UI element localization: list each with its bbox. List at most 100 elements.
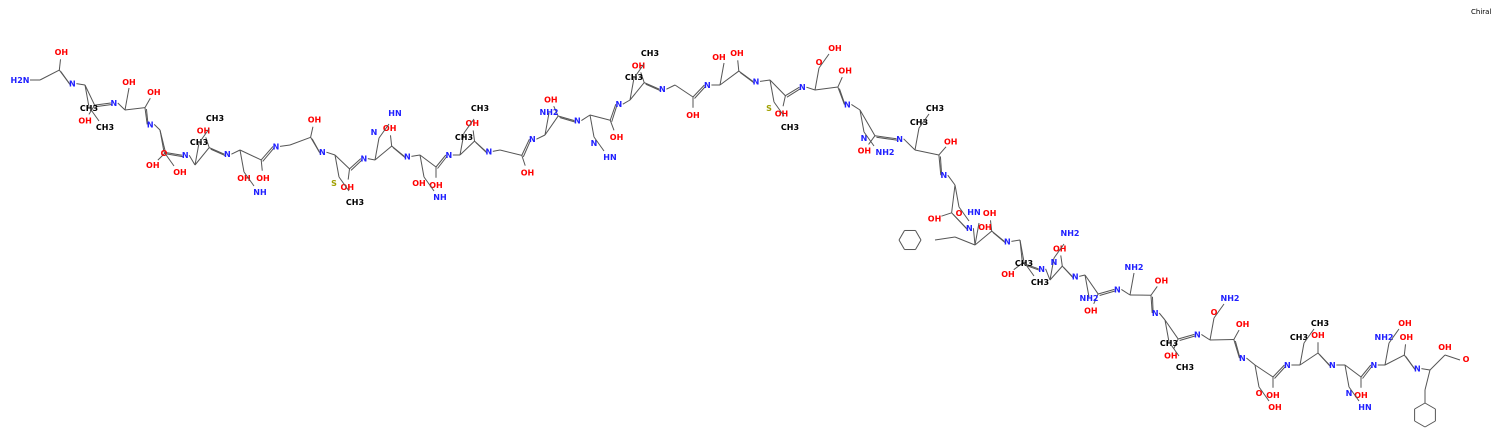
backbone-bond (1344, 364, 1362, 378)
carbonyl-bond (1233, 329, 1240, 340)
amide-double-bond (876, 136, 898, 141)
side-chain-atom-label: CH3 (1176, 363, 1194, 372)
backbone-bond (1011, 239, 1021, 242)
amide-double-bond (786, 88, 801, 98)
carbonyl-bond (609, 120, 615, 131)
carbonyl-bond (389, 135, 393, 147)
backbone-bond (947, 174, 956, 186)
amide-double-bond (1274, 366, 1286, 379)
backbone-bond (492, 149, 501, 152)
amide-nitrogen-label: N (1194, 330, 1201, 339)
side-chain-atom-label: OH (173, 168, 187, 177)
amide-hydroxyl-label: OH (983, 209, 997, 218)
side-chain-bond (84, 84, 90, 108)
amide-double-bond (1177, 333, 1195, 340)
backbone-bond (629, 82, 645, 101)
amide-nitrogen-label: N (753, 77, 760, 86)
amide-hydroxyl-label: OH (55, 48, 69, 57)
amide-hydroxyl-label: OH (466, 119, 480, 128)
backbone-bond (188, 154, 196, 166)
side-chain-bond (1084, 274, 1090, 298)
amide-double-bond (475, 142, 488, 154)
side-chain-atom-label: CH3 (926, 104, 944, 113)
amide-double-bond (437, 156, 448, 169)
side-chain-atom-label: NH2 (876, 148, 895, 157)
side-chain-atom-label: NH2 (1080, 294, 1099, 303)
amide-hydroxyl-label: OH (308, 116, 322, 125)
backbone-bond (1079, 274, 1086, 277)
backbone-bond (903, 138, 916, 151)
side-chain-bond (1164, 319, 1170, 343)
amide-double-bond (874, 135, 897, 140)
side-chain-atom-label: S (766, 104, 772, 113)
carbonyl-bond (938, 146, 947, 156)
side-chain-bond (1019, 239, 1025, 263)
backbone-bond (1254, 364, 1274, 378)
side-chain-atom-label: N (371, 128, 378, 137)
amide-nitrogen-label: N (1152, 309, 1159, 318)
amide-nitrogen-label: N (69, 80, 76, 89)
backbone-bond (1049, 265, 1063, 281)
amide-double-bond (1234, 340, 1241, 360)
amide-hydroxyl-label: OH (1155, 277, 1169, 286)
amide-nitrogen-label: N (704, 81, 711, 90)
amide-nitrogen-label: N (1329, 361, 1336, 370)
side-chain-bond (239, 149, 245, 173)
side-chain-bond (1049, 257, 1055, 281)
side-chain-bond (954, 236, 976, 246)
side-chain-atom-label: O (956, 209, 963, 218)
amide-double-bond (694, 86, 706, 99)
side-chain-atom-label: S (331, 179, 337, 188)
backbone-bond (194, 147, 210, 166)
amide-double-bond (1150, 295, 1153, 314)
amide-hydroxyl-label: OH (838, 67, 852, 76)
amide-double-bond (952, 213, 968, 231)
amide-hydroxyl-label: OH (429, 181, 443, 190)
backbone-bond (806, 86, 816, 91)
backbone-bond (124, 107, 146, 111)
indole-ring-bond (898, 239, 905, 250)
carbonyl-bond (144, 97, 151, 108)
side-chain-bond (773, 101, 785, 117)
side-chain-bond (1348, 386, 1360, 402)
amide-double-bond (260, 146, 274, 161)
phenyl-ring-bond (1414, 402, 1426, 410)
c-terminus-oxygen-label: O (1463, 355, 1470, 364)
carbonyl-bond (1093, 293, 1099, 305)
amide-double-bond (522, 140, 531, 158)
indole-ring-bond (915, 230, 922, 241)
amide-hydroxyl-label: OH (686, 111, 700, 120)
amide-nitrogen-label: N (940, 171, 947, 180)
amide-double-bond (209, 147, 225, 155)
amide-double-bond (939, 156, 943, 177)
side-chain-atom-label: HN (1358, 403, 1371, 412)
side-chain-atom-label: CH3 (1160, 339, 1178, 348)
side-chain-bond (629, 77, 635, 101)
amide-nitrogen-label: N (1038, 265, 1045, 274)
backbone-bond (589, 114, 611, 121)
side-chain-atom-label: CH3 (1015, 259, 1033, 268)
side-chain-bond (1168, 341, 1180, 357)
side-chain-bond (1344, 364, 1350, 388)
amide-double-bond (166, 153, 184, 158)
side-chain-bond (719, 62, 725, 86)
carbonyl-bond (553, 105, 559, 117)
amide-hydroxyl-label: OH (1084, 306, 1098, 315)
phenyl-ring-bond (1424, 402, 1436, 410)
side-chain-bond (334, 154, 340, 178)
backbone-bond (231, 149, 241, 155)
amide-nitrogen-label: N (319, 148, 326, 157)
phenyl-ring-bond (1414, 420, 1426, 428)
side-chain-bond (918, 113, 930, 129)
carbonyl-bond (1060, 255, 1063, 267)
side-chain-bond (863, 131, 875, 147)
backbone-bond (974, 230, 992, 246)
carbonyl-bond (88, 104, 96, 115)
amide-hydroxyl-label: OH (1354, 391, 1368, 400)
side-chain-atom-label: O (816, 58, 823, 67)
backbone-bond (334, 154, 350, 170)
amide-nitrogen-label: N (1284, 361, 1291, 370)
amide-double-bond (144, 107, 148, 125)
side-chain-bond (423, 176, 435, 192)
amide-nitrogen-label: N (182, 151, 189, 160)
